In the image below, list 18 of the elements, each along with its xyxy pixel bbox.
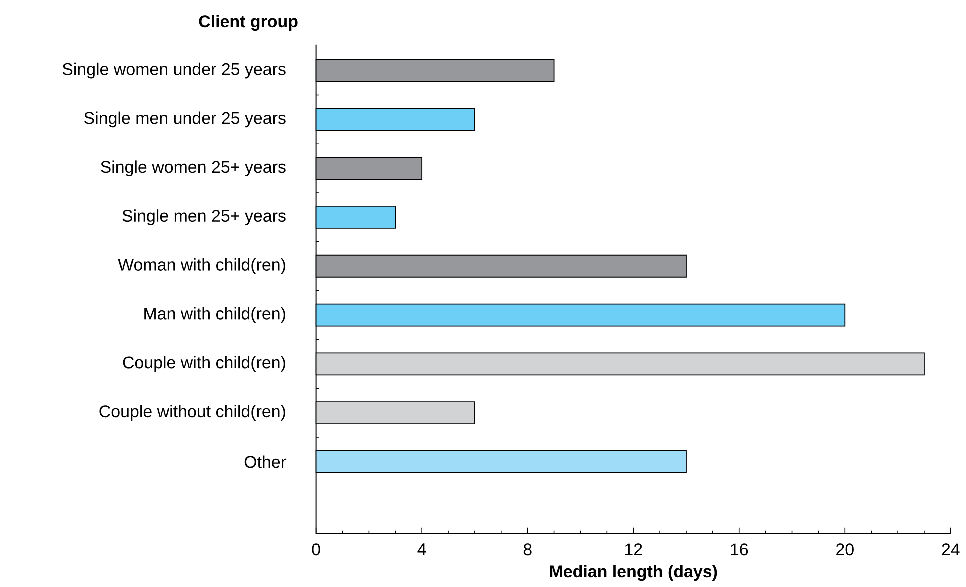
- x-tick-label: 12: [625, 544, 642, 556]
- x-tick-label: 20: [836, 544, 854, 556]
- y-tick-label: Single men 25+ years: [122, 210, 286, 226]
- x-tick-label: 4: [418, 544, 426, 556]
- y-axis-title: Client group: [199, 15, 298, 32]
- y-tick-label: Couple with child(ren): [123, 356, 286, 372]
- y-tick-label: Man with child(ren): [144, 308, 286, 324]
- y-tick-label: Single women under 25 years: [62, 63, 286, 79]
- x-axis-title: Median length (days): [550, 565, 718, 582]
- x-tick-label: 24: [942, 544, 960, 556]
- x-tick-label: 16: [731, 544, 748, 556]
- x-tick-label: 8: [524, 544, 532, 556]
- y-tick-label: Single men under 25 years: [84, 112, 286, 128]
- y-tick-label: Other: [244, 456, 286, 468]
- y-tick-label: Woman with child(ren): [118, 258, 286, 274]
- y-tick-label: Couple without child(ren): [100, 405, 286, 422]
- x-tick-label: 0: [312, 544, 320, 556]
- y-tick-label: Single women 25+ years: [101, 160, 286, 177]
